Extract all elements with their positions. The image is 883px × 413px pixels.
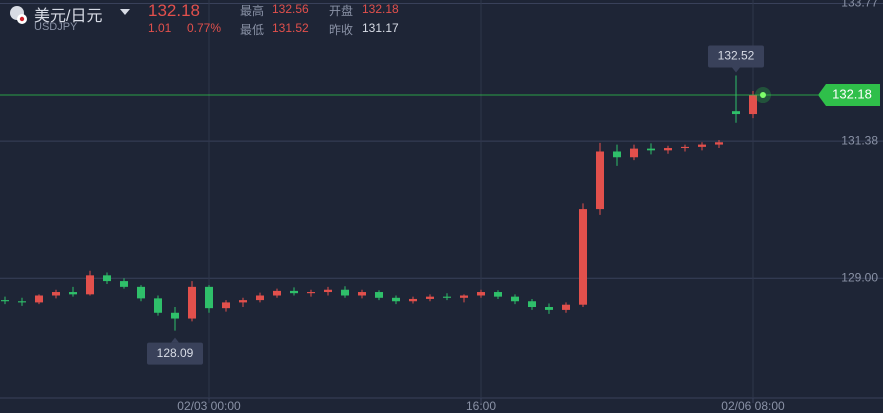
candle-body (613, 151, 621, 158)
candle-body (545, 307, 553, 310)
candle-body (732, 111, 740, 115)
candle-body (698, 144, 706, 147)
candle-body (188, 286, 196, 319)
candle-body (341, 289, 349, 296)
candle-body (1, 300, 9, 302)
candle-body (239, 300, 247, 303)
low-label: 最低 (240, 23, 265, 37)
candle-body (630, 148, 638, 158)
high: 132.56 (272, 2, 309, 16)
symbol: USDJPY (34, 21, 78, 33)
candle-body (579, 209, 587, 305)
callout-label: 132.52 (718, 49, 755, 63)
open: 132.18 (362, 2, 399, 16)
candle-body (511, 296, 519, 302)
change: 1.01 (148, 21, 172, 35)
open-label: 开盘 (329, 4, 354, 18)
candle-body (375, 292, 383, 298)
y-tick-label: 131.38 (841, 133, 878, 147)
candle-body (307, 292, 315, 294)
x-tick-label: 02/06 08:00 (721, 399, 785, 413)
candle-body (647, 148, 655, 151)
x-tick-label: 02/03 00:00 (177, 399, 241, 413)
candle-body (273, 290, 281, 296)
low: 131.52 (272, 21, 309, 35)
candle-body (749, 95, 757, 115)
candle-body (664, 148, 672, 151)
y-tick-label: 129.00 (841, 270, 878, 284)
x-tick-label: 16:00 (466, 399, 496, 413)
candle-body (52, 292, 60, 296)
candle-body (35, 295, 43, 303)
last-price-label: 132.18 (832, 86, 872, 101)
prev-label: 昨收 (329, 23, 354, 37)
candle-body (358, 292, 366, 296)
candle-body (324, 289, 332, 293)
candle-body (290, 290, 298, 294)
flag-icon (10, 6, 27, 24)
prev-close: 131.17 (362, 21, 399, 35)
candle-body (460, 295, 468, 298)
candle-body (69, 292, 77, 295)
change-pct: 0.77% (187, 21, 222, 35)
callout-pointer (732, 67, 740, 73)
candle-body (426, 296, 434, 299)
high-label: 最高 (240, 4, 265, 18)
candle-body (562, 304, 570, 310)
candle-body (18, 301, 26, 303)
price: 132.18 (148, 1, 200, 20)
callout-pointer (171, 337, 179, 343)
candle-body (443, 296, 451, 298)
candle-body (120, 281, 128, 287)
candle-body (222, 302, 230, 309)
candle-body (477, 292, 485, 296)
candle-body (171, 312, 179, 319)
candle-body (715, 142, 723, 145)
candle-body (154, 298, 162, 313)
candle-body (137, 286, 145, 299)
last-price-dot (760, 92, 766, 99)
candle-body (103, 275, 111, 282)
callout-box (147, 342, 203, 365)
candle-body (528, 301, 536, 308)
callout-box (708, 45, 764, 68)
last-price-tag (818, 84, 880, 107)
candle-body (205, 286, 213, 309)
candle-body (494, 292, 502, 297)
callout-label: 128.09 (157, 346, 194, 360)
candle-body (409, 298, 417, 302)
y-tick-label: 133.77 (841, 0, 878, 10)
candle-body (392, 297, 400, 302)
candle-body (256, 295, 264, 301)
candle-body (596, 151, 604, 210)
candle-body (86, 275, 94, 295)
pair-name[interactable]: 美元/日元 (34, 8, 103, 25)
candle-body (681, 146, 689, 149)
dropdown-arrow[interactable] (119, 7, 131, 17)
